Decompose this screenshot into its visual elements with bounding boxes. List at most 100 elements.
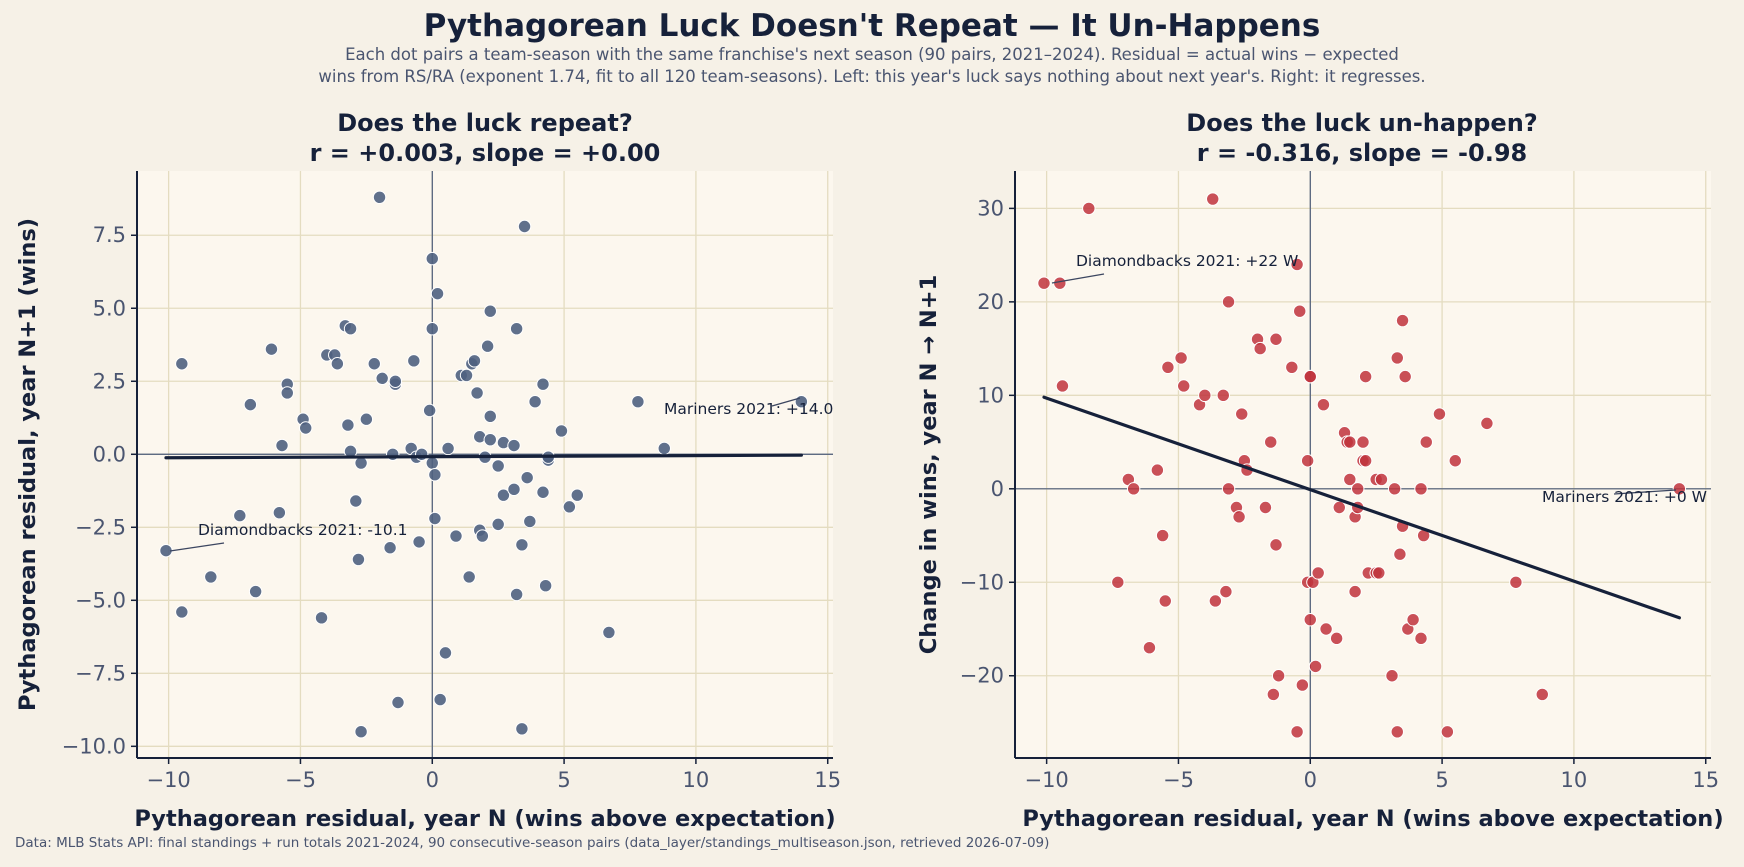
- data-point: [509, 322, 524, 336]
- annotation-leader: [771, 397, 801, 407]
- data-point: [407, 354, 421, 368]
- data-point: [415, 447, 429, 461]
- data-point: [272, 505, 287, 520]
- subtitle-line-2: wins from RS/RA (exponent 1.74, fit to a…: [318, 67, 1426, 86]
- data-point: [657, 441, 671, 456]
- x-tick-label: 10: [683, 768, 710, 792]
- data-point: [299, 421, 313, 435]
- data-point: [1174, 351, 1188, 365]
- y-tick-label: 2.5: [93, 369, 126, 393]
- data-source-note: Data: MLB Stats API: final standings + r…: [15, 835, 1050, 851]
- y-tick-label: −2.5: [75, 515, 126, 539]
- data-point: [1398, 369, 1412, 384]
- data-point: [430, 286, 445, 301]
- data-point: [204, 570, 218, 584]
- data-point: [1266, 687, 1281, 702]
- data-point: [1235, 407, 1249, 421]
- data-point: [441, 441, 455, 456]
- data-point: [1232, 510, 1246, 524]
- annotation-label: Diamondbacks 2021: -10.1: [198, 521, 408, 539]
- data-point: [480, 339, 495, 353]
- data-point: [280, 386, 294, 400]
- x-tick-label: 15: [814, 768, 841, 792]
- data-point: [1111, 575, 1125, 589]
- annotation-leader: [1613, 489, 1677, 495]
- figure-title: Pythagorean Luck Doesn't Repeat — It Un-…: [423, 8, 1321, 44]
- data-point: [602, 625, 616, 640]
- data-point: [631, 395, 645, 409]
- data-point: [175, 605, 189, 619]
- data-point: [1385, 669, 1399, 683]
- data-point: [483, 304, 497, 318]
- data-point: [1037, 276, 1051, 290]
- data-point: [515, 722, 529, 736]
- data-point: [264, 342, 279, 356]
- data-point: [475, 529, 490, 543]
- data-point: [1374, 472, 1389, 487]
- data-point: [391, 695, 405, 710]
- y-tick-label: −5.0: [75, 588, 126, 612]
- data-point: [433, 692, 447, 707]
- data-point: [1390, 725, 1404, 739]
- data-point: [517, 219, 532, 234]
- data-point: [349, 494, 363, 508]
- data-point: [536, 485, 550, 499]
- data-point: [1356, 435, 1370, 449]
- data-point: [1269, 538, 1283, 552]
- data-point: [1390, 351, 1404, 365]
- x-tick-label: 0: [426, 768, 439, 792]
- data-point: [1316, 397, 1331, 412]
- data-point: [1395, 313, 1410, 328]
- data-point: [1343, 435, 1357, 449]
- data-point: [1348, 584, 1362, 599]
- data-point: [1351, 482, 1365, 496]
- data-point: [388, 374, 403, 388]
- data-point: [1053, 276, 1067, 290]
- data-point: [1303, 612, 1317, 627]
- data-point: [1295, 678, 1310, 692]
- annotation-label: Mariners 2021: +0 W: [1542, 488, 1707, 506]
- data-point: [438, 646, 453, 660]
- data-point: [1206, 192, 1220, 206]
- data-point: [1372, 566, 1386, 580]
- data-point: [1208, 594, 1223, 608]
- data-point: [515, 538, 529, 552]
- data-point: [1308, 659, 1323, 674]
- data-point: [462, 570, 476, 584]
- y-tick-label: 0: [991, 477, 1004, 501]
- data-point: [233, 508, 247, 523]
- x-tick-label: 10: [1561, 768, 1588, 792]
- panel-subtitle: r = -0.316, slope = -0.98: [1197, 139, 1527, 167]
- plot-area: [137, 171, 833, 758]
- data-point: [520, 470, 534, 485]
- data-point: [528, 395, 542, 409]
- x-tick-label: −10: [146, 768, 190, 792]
- data-point: [1343, 472, 1357, 487]
- data-point: [1319, 622, 1333, 636]
- x-tick-label: 5: [557, 768, 570, 792]
- data-point: [1221, 482, 1236, 496]
- data-point: [1158, 594, 1172, 608]
- data-point: [491, 517, 505, 532]
- x-tick-label: 0: [1304, 768, 1317, 792]
- data-point: [509, 587, 524, 602]
- subtitle-line-1: Each dot pairs a team-season with the sa…: [345, 45, 1399, 64]
- y-tick-label: 20: [977, 290, 1004, 314]
- annotation-leader: [1051, 273, 1105, 284]
- data-point: [538, 578, 553, 593]
- data-point: [386, 447, 400, 461]
- panel-subtitle: r = +0.003, slope = +0.00: [310, 139, 661, 167]
- data-point: [1216, 388, 1230, 403]
- data-point: [1055, 379, 1070, 393]
- data-point: [1414, 482, 1428, 496]
- data-point: [248, 584, 263, 599]
- data-point: [554, 424, 569, 438]
- annotation-label: Mariners 2021: +14.0: [664, 400, 833, 418]
- data-point: [354, 725, 368, 739]
- data-point: [1329, 631, 1344, 646]
- data-point: [1271, 669, 1286, 683]
- data-point: [343, 322, 358, 336]
- y-tick-label: −20: [960, 664, 1004, 688]
- data-point: [1535, 687, 1549, 702]
- data-point: [470, 386, 484, 400]
